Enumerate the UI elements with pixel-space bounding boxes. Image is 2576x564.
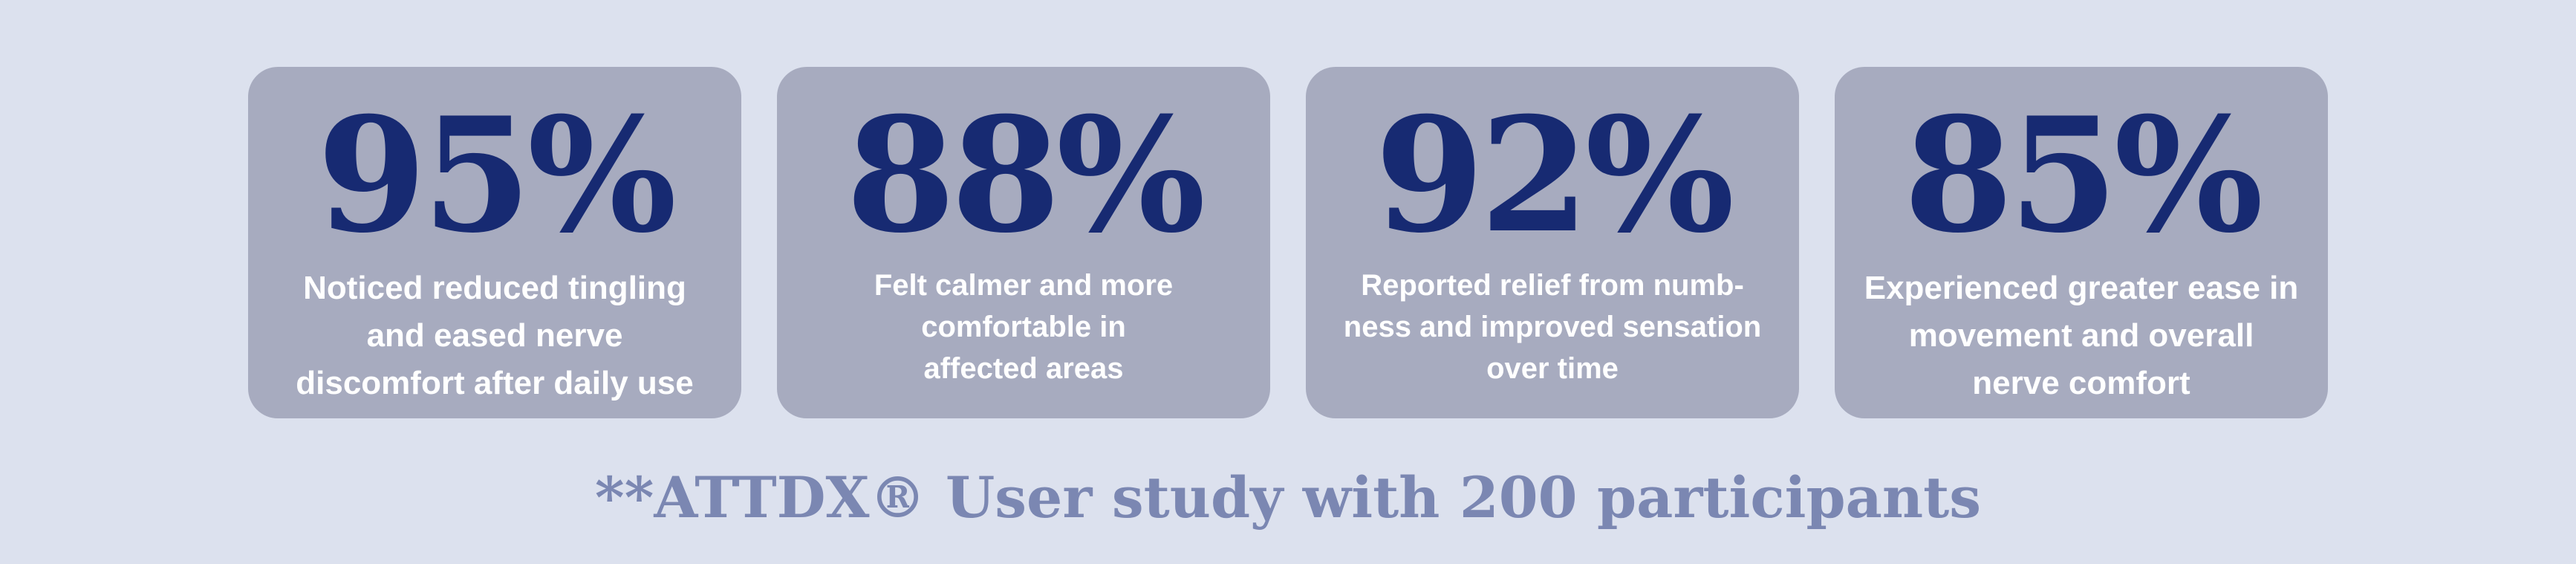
stat-percent: 92% — [1374, 82, 1734, 268]
stat-card-1: 95% Noticed reduced tingling and eased n… — [248, 67, 741, 418]
stat-description: Noticed reduced tingling and eased nerve… — [296, 270, 694, 401]
stat-card-4: 85% Experienced greater ease in movement… — [1835, 67, 2328, 418]
study-footnote: **ATTDX® User study with 200 participant… — [594, 464, 1982, 531]
stat-description: Experienced greater ease in movement and… — [1864, 270, 2299, 401]
stat-percent: 88% — [845, 82, 1206, 268]
stat-percent: 95% — [316, 82, 677, 268]
stat-description: Reported relief from numb- ness and impr… — [1343, 269, 1762, 385]
stats-row: 95% Noticed reduced tingling and eased n… — [248, 67, 2328, 418]
stat-card-3: 92% Reported relief from numb- ness and … — [1306, 67, 1799, 418]
stat-card-2: 88% Felt calmer and more comfortable in … — [777, 67, 1270, 418]
stat-percent: 85% — [1903, 82, 2263, 268]
stat-description: Felt calmer and more comfortable in affe… — [874, 269, 1174, 385]
